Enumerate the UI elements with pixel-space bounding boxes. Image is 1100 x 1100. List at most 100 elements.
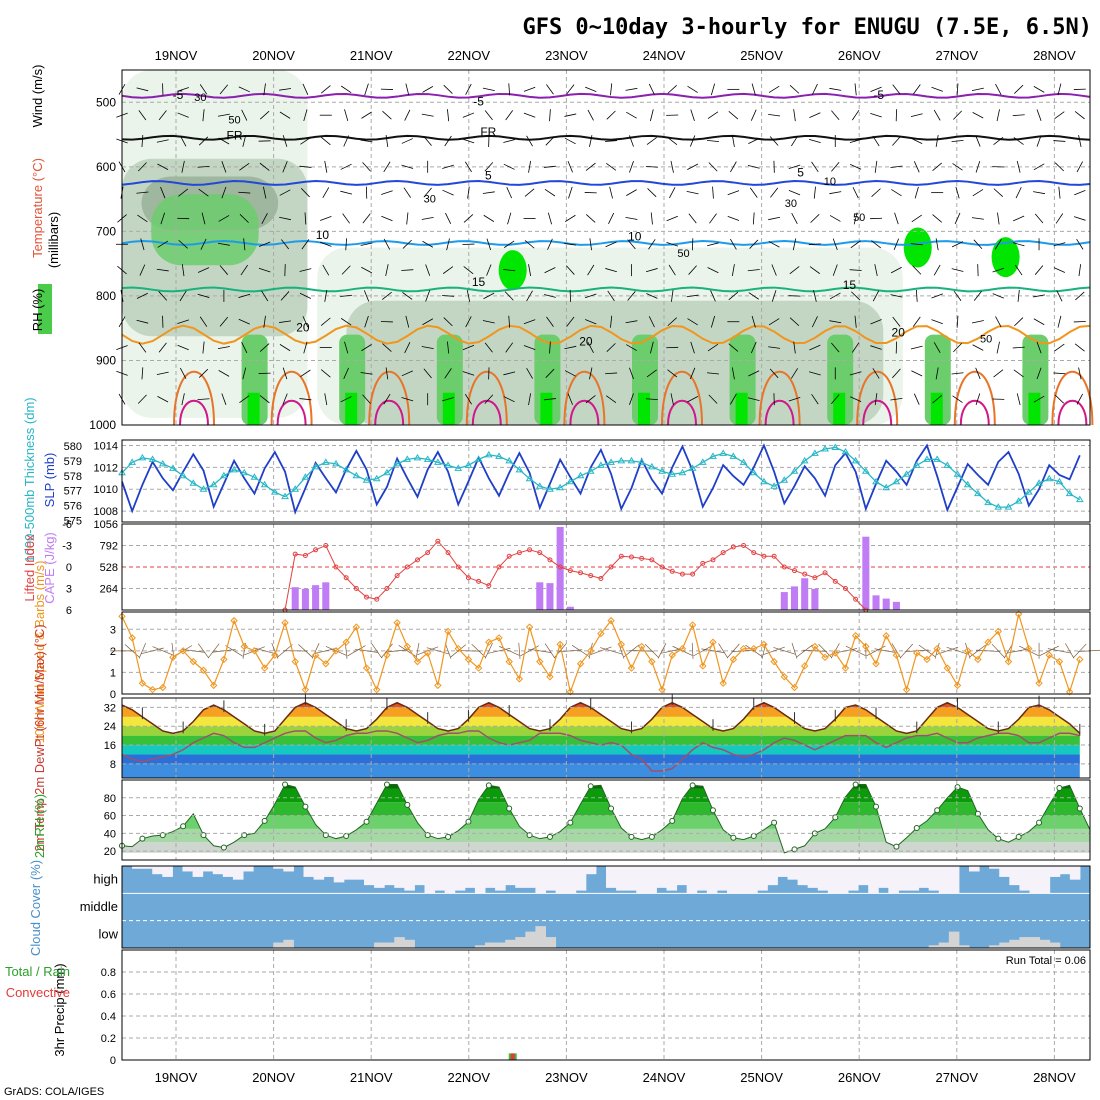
thickness-marker bbox=[423, 455, 432, 462]
temperature-contour-30 bbox=[276, 399, 307, 426]
wind-barb bbox=[771, 264, 777, 276]
wind10m-marker bbox=[230, 616, 238, 625]
wind10m-barb bbox=[830, 643, 840, 659]
wind-barb bbox=[850, 240, 861, 249]
wind-barb bbox=[708, 162, 718, 172]
temp-band bbox=[122, 702, 1080, 708]
wind-barb bbox=[505, 342, 514, 353]
thickness-marker bbox=[291, 485, 300, 492]
wind-barb bbox=[911, 138, 923, 144]
wind-barb bbox=[158, 291, 168, 301]
rh-plume-core bbox=[930, 392, 943, 425]
wind-barb bbox=[219, 84, 229, 95]
wind-barb bbox=[360, 372, 373, 375]
wind-barb bbox=[731, 367, 735, 380]
wind-barb bbox=[302, 316, 309, 328]
temperature-contour-30 bbox=[569, 399, 600, 426]
rh2m-marker bbox=[730, 834, 737, 841]
wind-barb bbox=[422, 240, 434, 248]
wind-barb bbox=[606, 110, 616, 120]
rh2m-marker bbox=[159, 832, 166, 839]
rh2m-marker bbox=[343, 833, 350, 839]
wind10m-marker bbox=[546, 673, 554, 681]
wind10m-marker bbox=[485, 638, 493, 646]
wind10m-marker bbox=[953, 681, 962, 690]
wind10m-barb bbox=[773, 647, 796, 655]
lifted-index-marker bbox=[679, 571, 685, 577]
wind-barb bbox=[258, 267, 271, 273]
wind-barb bbox=[730, 393, 737, 405]
wind-barb bbox=[340, 396, 352, 403]
cape-li-panel: 264 528 792 1056 -6 -3 0 3 6 bbox=[62, 519, 1091, 617]
wind10m-marker bbox=[607, 616, 615, 625]
wind10m-marker bbox=[383, 651, 391, 659]
wind-barb bbox=[670, 160, 674, 173]
rh2m-marker bbox=[282, 781, 289, 788]
slp-thickness-panel: 1008 1010 1012 1014 575 576 577 578 579 580 bbox=[64, 439, 1091, 528]
wind-barb bbox=[405, 83, 410, 96]
thickness-marker bbox=[250, 473, 259, 480]
label-temperature: Temperature (°C) bbox=[30, 158, 45, 258]
thickness-marker bbox=[495, 452, 503, 459]
wind10m-marker bbox=[800, 662, 809, 670]
wind-barb bbox=[666, 215, 678, 222]
wind-barb bbox=[874, 264, 878, 277]
wind-barb bbox=[811, 393, 819, 405]
wind-barb bbox=[406, 212, 409, 225]
wind-barb bbox=[504, 291, 514, 301]
wind-barb bbox=[565, 214, 576, 222]
temperature-contour bbox=[121, 286, 1091, 293]
lifted-index-line bbox=[284, 540, 867, 611]
wind10m-marker bbox=[933, 644, 941, 653]
lifted-index-marker bbox=[292, 551, 298, 557]
wind-barb bbox=[344, 341, 349, 354]
wind-barb bbox=[1014, 264, 1023, 276]
date-tick-top: 23NOV bbox=[545, 48, 588, 63]
thickness-marker bbox=[413, 453, 422, 461]
wind-barb bbox=[281, 239, 290, 250]
wind-barb bbox=[809, 344, 821, 351]
wind-barb bbox=[1012, 346, 1025, 349]
wind-barb bbox=[849, 164, 862, 170]
wind-barb bbox=[993, 136, 1004, 146]
wind-barb bbox=[157, 240, 169, 248]
wind10m-marker bbox=[892, 651, 901, 659]
wind-barb bbox=[606, 343, 616, 353]
cross-section-panel: 500 600 700 800 900 1000 -5 -5 -5 FR FR 5 5 10 10 15 15 2… bbox=[38, 69, 1094, 432]
lifted-index-marker bbox=[384, 586, 390, 591]
wind-barb bbox=[625, 217, 638, 220]
lifted-index-marker bbox=[567, 568, 573, 574]
wind10m-marker bbox=[128, 634, 136, 642]
thickness-marker bbox=[128, 458, 137, 465]
wind-barb bbox=[728, 343, 739, 352]
thickness-marker bbox=[383, 468, 391, 476]
date-tick-bottom: 27NOV bbox=[935, 1070, 978, 1085]
rh-region bbox=[346, 300, 884, 425]
wind-barb bbox=[1056, 290, 1063, 302]
wind-barb bbox=[1016, 393, 1021, 406]
wind10m-barb bbox=[381, 643, 393, 659]
wind-barb bbox=[425, 290, 431, 302]
wind-barb bbox=[932, 214, 943, 223]
wind-barb bbox=[793, 341, 796, 354]
thickness-marker bbox=[760, 477, 768, 485]
label-cape: CAPE (J/kg) bbox=[42, 532, 57, 604]
cloud-high-bar bbox=[1059, 866, 1071, 875]
wind-barb bbox=[198, 368, 209, 378]
wind-barb bbox=[136, 319, 149, 324]
wind-barb bbox=[954, 212, 961, 225]
thickness-marker bbox=[902, 470, 911, 477]
wind-barb bbox=[995, 83, 1002, 95]
wind-barb bbox=[829, 292, 841, 300]
thickness-tick: 575 bbox=[64, 516, 82, 528]
panel-frame bbox=[121, 69, 1091, 426]
wind-barb bbox=[626, 189, 637, 196]
wind-barb bbox=[589, 135, 593, 147]
wind-barb bbox=[626, 111, 637, 119]
wind-barb bbox=[647, 188, 657, 198]
wind-barb bbox=[141, 134, 144, 148]
rh2m-marker bbox=[322, 832, 329, 839]
wind-barb bbox=[585, 319, 597, 325]
wind-barb bbox=[178, 239, 188, 249]
lifted-index-marker bbox=[465, 575, 471, 581]
